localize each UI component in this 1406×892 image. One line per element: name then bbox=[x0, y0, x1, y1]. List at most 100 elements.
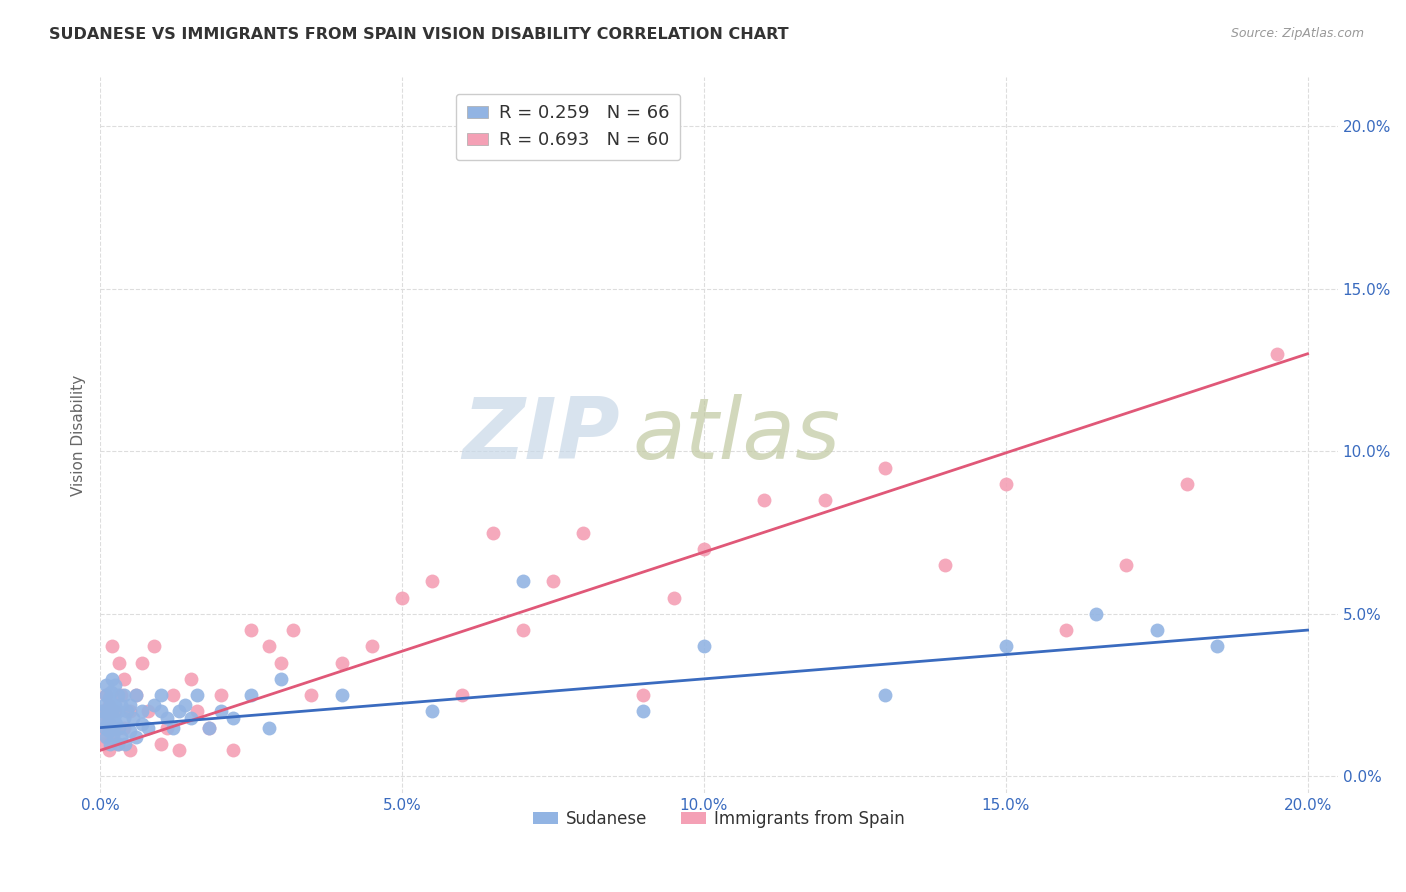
Point bbox=[96, 678, 118, 692]
Point bbox=[167, 705, 190, 719]
Point bbox=[122, 711, 145, 725]
Point bbox=[662, 591, 685, 605]
Point bbox=[104, 705, 127, 719]
Point bbox=[270, 672, 292, 686]
Point bbox=[240, 688, 263, 702]
Point bbox=[131, 656, 153, 670]
Point bbox=[91, 721, 114, 735]
Point bbox=[222, 743, 245, 757]
Point bbox=[112, 672, 135, 686]
Point bbox=[693, 541, 716, 556]
Point bbox=[994, 640, 1017, 654]
Point bbox=[104, 678, 127, 692]
Point bbox=[693, 640, 716, 654]
Point bbox=[180, 711, 202, 725]
Point bbox=[301, 688, 323, 702]
Point bbox=[108, 656, 131, 670]
Point bbox=[103, 727, 125, 741]
Point bbox=[873, 688, 896, 702]
Point bbox=[143, 640, 166, 654]
Point bbox=[633, 688, 655, 702]
Point bbox=[112, 688, 135, 702]
Point bbox=[149, 688, 172, 702]
Point bbox=[1175, 476, 1198, 491]
Point bbox=[101, 640, 124, 654]
Point bbox=[120, 705, 142, 719]
Point bbox=[94, 688, 117, 702]
Point bbox=[1267, 347, 1289, 361]
Point bbox=[103, 711, 125, 725]
Point bbox=[120, 723, 142, 738]
Point bbox=[97, 743, 120, 757]
Point bbox=[131, 705, 153, 719]
Point bbox=[330, 656, 353, 670]
Point bbox=[93, 698, 115, 712]
Point bbox=[96, 731, 118, 745]
Y-axis label: Vision Disability: Vision Disability bbox=[72, 375, 86, 496]
Point bbox=[1054, 623, 1077, 637]
Point bbox=[481, 525, 503, 540]
Point bbox=[330, 688, 353, 702]
Point bbox=[1085, 607, 1108, 621]
Point bbox=[167, 743, 190, 757]
Point bbox=[420, 705, 443, 719]
Point bbox=[131, 717, 153, 731]
Point bbox=[257, 721, 280, 735]
Point bbox=[420, 574, 443, 589]
Point bbox=[94, 688, 117, 702]
Point bbox=[270, 656, 292, 670]
Point bbox=[283, 623, 305, 637]
Point bbox=[143, 698, 166, 712]
Point bbox=[125, 688, 148, 702]
Point bbox=[162, 688, 184, 702]
Point bbox=[101, 721, 124, 735]
Legend: Sudanese, Immigrants from Spain: Sudanese, Immigrants from Spain bbox=[526, 803, 911, 834]
Point bbox=[451, 688, 474, 702]
Point bbox=[98, 691, 121, 706]
Point bbox=[107, 688, 129, 702]
Point bbox=[96, 731, 118, 745]
Point bbox=[198, 721, 221, 735]
Point bbox=[110, 688, 132, 702]
Point bbox=[541, 574, 564, 589]
Point bbox=[107, 737, 129, 751]
Point bbox=[91, 711, 114, 725]
Point bbox=[100, 717, 122, 731]
Point bbox=[1115, 558, 1137, 573]
Point bbox=[512, 623, 534, 637]
Point bbox=[162, 721, 184, 735]
Point bbox=[120, 743, 142, 757]
Point bbox=[96, 717, 118, 731]
Point bbox=[91, 705, 114, 719]
Point bbox=[96, 711, 118, 725]
Text: ZIP: ZIP bbox=[463, 393, 620, 476]
Point bbox=[112, 721, 135, 735]
Text: SUDANESE VS IMMIGRANTS FROM SPAIN VISION DISABILITY CORRELATION CHART: SUDANESE VS IMMIGRANTS FROM SPAIN VISION… bbox=[49, 27, 789, 42]
Point bbox=[813, 493, 835, 508]
Point bbox=[125, 688, 148, 702]
Point bbox=[101, 672, 124, 686]
Point bbox=[209, 688, 232, 702]
Point bbox=[1146, 623, 1168, 637]
Point bbox=[198, 721, 221, 735]
Point bbox=[572, 525, 595, 540]
Point bbox=[754, 493, 776, 508]
Point bbox=[138, 721, 160, 735]
Text: atlas: atlas bbox=[633, 393, 841, 476]
Point bbox=[107, 705, 129, 719]
Point bbox=[97, 705, 120, 719]
Point bbox=[105, 717, 128, 731]
Point bbox=[391, 591, 413, 605]
Point bbox=[101, 705, 124, 719]
Point bbox=[186, 688, 208, 702]
Point bbox=[257, 640, 280, 654]
Point bbox=[110, 698, 132, 712]
Point bbox=[97, 723, 120, 738]
Point bbox=[103, 731, 125, 745]
Point bbox=[114, 737, 136, 751]
Point bbox=[108, 721, 131, 735]
Point bbox=[173, 698, 195, 712]
Point bbox=[149, 705, 172, 719]
Point bbox=[633, 705, 655, 719]
Point bbox=[186, 705, 208, 719]
